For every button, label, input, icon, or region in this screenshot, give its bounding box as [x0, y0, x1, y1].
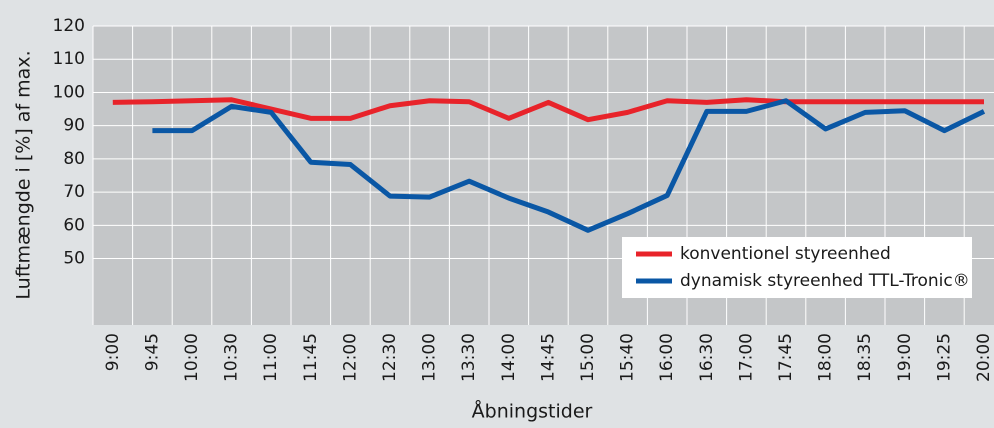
y-axis-title: Luftmængde i [%] af max.: [13, 50, 35, 299]
y-tick-label: 100: [53, 82, 85, 102]
x-tick-label: 9:00: [103, 333, 123, 371]
x-tick-label: 10:00: [182, 333, 202, 382]
x-tick-label: 19:25: [934, 333, 954, 382]
x-tick-label: 14:00: [499, 333, 519, 382]
x-axis-title: Åbningstider: [472, 400, 593, 423]
x-tick-label: 16:00: [657, 333, 677, 382]
x-tick-label: 13:00: [420, 333, 440, 382]
y-tick-label: 60: [63, 215, 85, 235]
x-tick-label: 12:30: [380, 333, 400, 382]
legend-label: konventionel styreenhed: [680, 244, 891, 264]
x-tick-label: 10:30: [222, 333, 242, 382]
x-tick-label: 9:45: [142, 333, 162, 371]
series-line: [112, 97, 984, 123]
x-tick-label: 16:30: [697, 333, 717, 382]
legend-box: [622, 237, 972, 298]
y-tick-label: 90: [63, 116, 85, 136]
series-line: [152, 98, 986, 233]
x-tick-label: 19:00: [895, 333, 915, 382]
y-tick-label: 80: [63, 149, 85, 169]
x-tick-label: 17:00: [736, 333, 756, 382]
x-tick-label: 12:00: [340, 333, 360, 382]
x-tick-label: 13:30: [459, 333, 479, 382]
y-tick-label: 110: [53, 49, 85, 69]
x-tick-label: 11:45: [301, 333, 321, 382]
y-tick-label: 50: [63, 249, 85, 269]
legend-label: dynamisk styreenhed TTL-Tronic®: [680, 271, 970, 291]
x-tick-label: 17:45: [776, 333, 796, 382]
x-tick-label: 15:40: [618, 333, 638, 382]
x-tick-label: 20:00: [974, 333, 994, 382]
x-tick-label: 15:00: [578, 333, 598, 382]
y-tick-label: 70: [63, 182, 85, 202]
y-tick-label: 120: [53, 16, 85, 36]
x-tick-label: 14:45: [538, 333, 558, 382]
x-tick-label: 18:00: [816, 333, 836, 382]
x-tick-label: 11:00: [261, 333, 281, 382]
x-tick-label: 18:35: [855, 333, 875, 382]
